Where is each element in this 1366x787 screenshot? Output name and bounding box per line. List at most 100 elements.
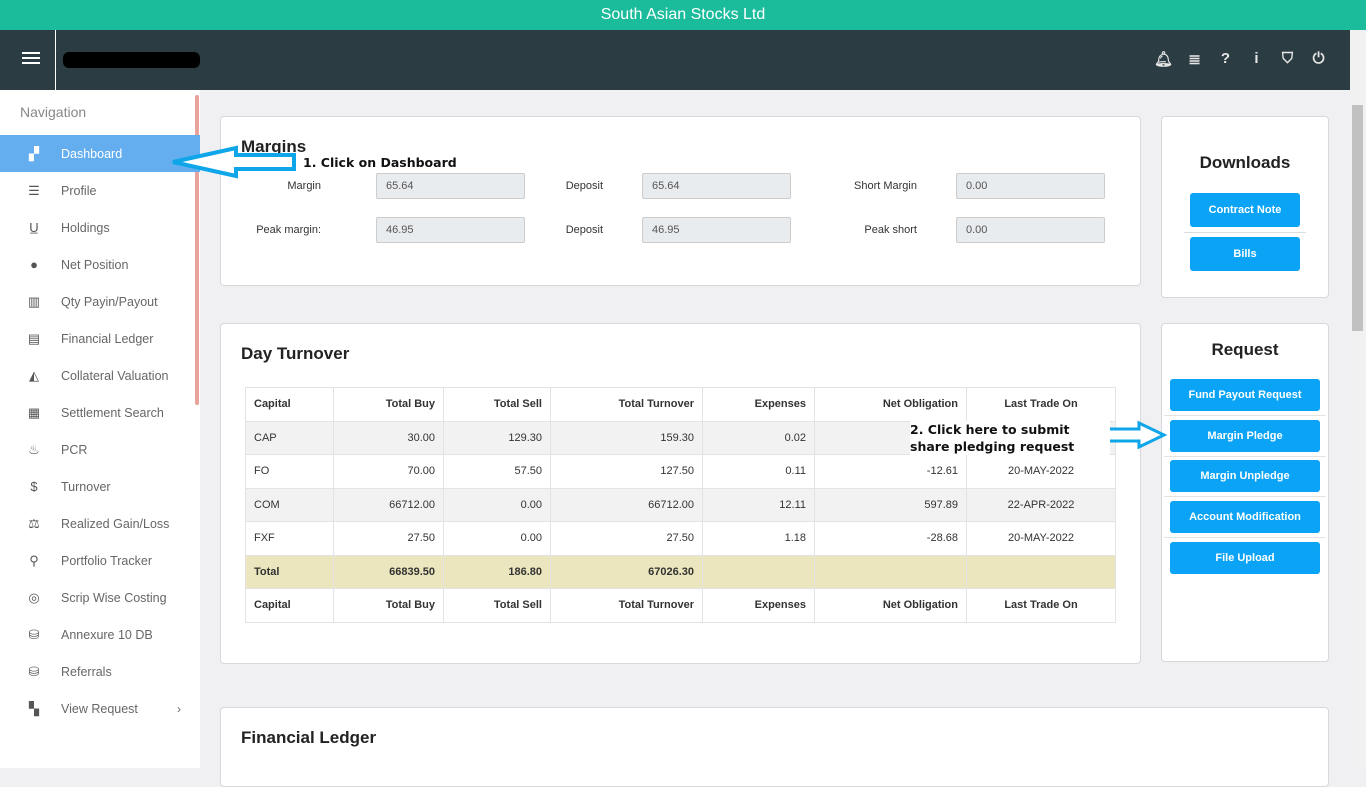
table-cell: 1.18 xyxy=(702,521,815,556)
nav-icon: ♨ xyxy=(28,441,40,457)
sidebar-item-label: Profile xyxy=(61,183,97,198)
field-label: Deposit xyxy=(565,224,603,236)
table-cell: 159.30 xyxy=(550,420,703,455)
sidebar-scrollbar[interactable] xyxy=(195,95,199,405)
bills-button[interactable]: Bills xyxy=(1190,237,1300,271)
menu-icon[interactable] xyxy=(22,52,40,66)
help-icon[interactable]: ? xyxy=(1220,50,1231,67)
sidebar-item-referrals[interactable]: ⛁ Referrals xyxy=(0,653,195,690)
chevron-right-icon: › xyxy=(177,701,181,716)
divider xyxy=(1164,415,1326,416)
column-footer: Net Obligation xyxy=(814,588,967,623)
column-header: Total Buy xyxy=(333,387,444,422)
sidebar-item-dashboard[interactable]: ▞ Dashboard xyxy=(0,135,200,172)
margin-field-value: 46.95 xyxy=(642,217,791,243)
divider xyxy=(1164,496,1326,498)
sidebar-item-view-request[interactable]: ▚ View Request › xyxy=(0,690,195,727)
header: 🔔︎ ≣ ? i ⛉ ⏻ xyxy=(0,30,1350,90)
table-cell: 27.50 xyxy=(550,521,703,556)
sidebar-item-settlement-search[interactable]: ▦ Settlement Search xyxy=(0,394,195,431)
field-label: Deposit xyxy=(565,180,603,192)
sidebar-item-profile[interactable]: ☰ Profile xyxy=(0,172,195,209)
sidebar-item-realized-gain-loss[interactable]: ⚖ Realized Gain/Loss xyxy=(0,505,195,542)
nav-icon: ☰ xyxy=(28,182,40,198)
table-cell: 66712.00 xyxy=(333,487,444,522)
account-modification-button[interactable]: Account Modification xyxy=(1170,501,1320,534)
power-icon[interactable]: ⏻ xyxy=(1312,50,1325,67)
sidebar-item-net-position[interactable]: ● Net Position xyxy=(0,246,195,283)
sidebar-item-qty-payin-payout[interactable]: ▥ Qty Payin/Payout xyxy=(0,283,195,320)
redacted-username xyxy=(63,52,200,68)
sidebar-item-scrip-wise-costing[interactable]: ◎ Scrip Wise Costing xyxy=(0,579,195,616)
nav-icon: ● xyxy=(30,257,38,272)
sidebar-item-financial-ledger[interactable]: ▤ Financial Ledger xyxy=(0,320,195,357)
fund-payout-request-button[interactable]: Fund Payout Request xyxy=(1170,379,1320,411)
column-header: Total Turnover xyxy=(550,387,703,422)
bell-icon[interactable]: 🔔︎ xyxy=(1153,51,1174,68)
table-cell: 12.11 xyxy=(702,487,815,522)
list-icon[interactable]: ≣ xyxy=(1188,51,1201,68)
total-cell: 67026.30 xyxy=(550,554,703,589)
total-cell xyxy=(702,554,815,589)
sidebar-item-turnover[interactable]: $ Turnover xyxy=(0,468,195,505)
table-cell: 30.00 xyxy=(333,420,444,455)
app-title-bar: South Asian Stocks Ltd xyxy=(0,0,1366,30)
nav-icon: ▤ xyxy=(27,330,41,346)
table-cell: 20-MAY-2022 xyxy=(966,454,1116,489)
sidebar-item-label: Financial Ledger xyxy=(61,331,154,346)
field-label: Margin xyxy=(287,180,321,192)
column-footer: Capital xyxy=(245,588,334,623)
table-cell: 0.11 xyxy=(702,454,815,489)
margin-field-value: 65.64 xyxy=(642,173,791,199)
info-icon[interactable]: i xyxy=(1254,50,1259,67)
sidebar-item-label: Holdings xyxy=(61,220,110,235)
divider xyxy=(1164,455,1326,457)
nav-title: Navigation xyxy=(20,104,87,120)
page-scrollbar-thumb[interactable] xyxy=(1352,105,1363,331)
request-card: Request Fund Payout Request Margin Pledge… xyxy=(1161,323,1329,662)
column-footer: Total Sell xyxy=(443,588,551,623)
day-turnover-card: Day Turnover Capital Total Buy Total Sell T… xyxy=(220,323,1141,664)
sidebar-item-holdings[interactable]: U̲ Holdings xyxy=(0,209,195,246)
sidebar-item-label: Collateral Valuation xyxy=(61,368,169,383)
table-cell: 22-APR-2022 xyxy=(966,487,1116,522)
table-cell: 0.02 xyxy=(702,420,815,455)
total-cell xyxy=(814,554,967,589)
column-footer: Total Turnover xyxy=(550,588,703,623)
sidebar-item-label: Realized Gain/Loss xyxy=(61,516,170,531)
sidebar-item-annexure-10-db[interactable]: ⛁ Annexure 10 DB xyxy=(0,616,195,653)
table-cell: FO xyxy=(245,454,334,489)
sidebar-item-label: Qty Payin/Payout xyxy=(61,294,158,309)
table-cell: 0.00 xyxy=(443,487,551,522)
nav-icon: ▞ xyxy=(29,145,39,161)
sidebar-item-label: Dashboard xyxy=(61,146,123,161)
arrow-left-annotation xyxy=(172,145,296,179)
file-upload-button[interactable]: File Upload xyxy=(1170,541,1320,574)
column-footer: Last Trade On xyxy=(966,588,1116,623)
nav-icon: ⛁ xyxy=(28,663,40,679)
margin-unpledge-button[interactable]: Margin Unpledge xyxy=(1170,460,1320,493)
sidebar-item-label: Annexure 10 DB xyxy=(61,627,153,642)
nav-icon: ⛁ xyxy=(28,626,40,642)
table-cell: 0.00 xyxy=(443,521,551,556)
margin-pledge-button[interactable]: Margin Pledge xyxy=(1170,419,1320,452)
field-label: Peak short xyxy=(864,224,917,236)
sidebar-item-collateral-valuation[interactable]: ◭ Collateral Valuation xyxy=(0,357,195,394)
shield-icon[interactable]: ⛉ xyxy=(1281,50,1294,67)
contract-note-button[interactable]: Contract Note xyxy=(1190,193,1300,227)
nav-icon: ▥ xyxy=(27,293,41,309)
turnover-title: Day Turnover xyxy=(241,344,350,363)
margins-title: Margins xyxy=(241,137,307,156)
table-cell: -28.68 xyxy=(814,521,967,556)
total-cell xyxy=(966,554,1116,589)
table-cell: COM xyxy=(245,487,334,522)
table-cell: 57.50 xyxy=(443,454,551,489)
total-cell: 66839.50 xyxy=(333,554,444,589)
table-row: COM 66712.00 0.00 66712.00 12.11 597.89 22-APR… xyxy=(245,487,1116,522)
nav-icon: ◎ xyxy=(28,589,40,605)
table-row: FXF 27.50 0.00 27.50 1.18 -28.68 20-MAY-2022 xyxy=(245,521,1116,556)
sidebar-item-label: View Request xyxy=(61,701,138,716)
sidebar-item-label: Portfolio Tracker xyxy=(61,553,153,568)
sidebar-item-pcr[interactable]: ♨ PCR xyxy=(0,431,195,468)
sidebar-item-portfolio-tracker[interactable]: ⚲ Portfolio Tracker xyxy=(0,542,195,579)
